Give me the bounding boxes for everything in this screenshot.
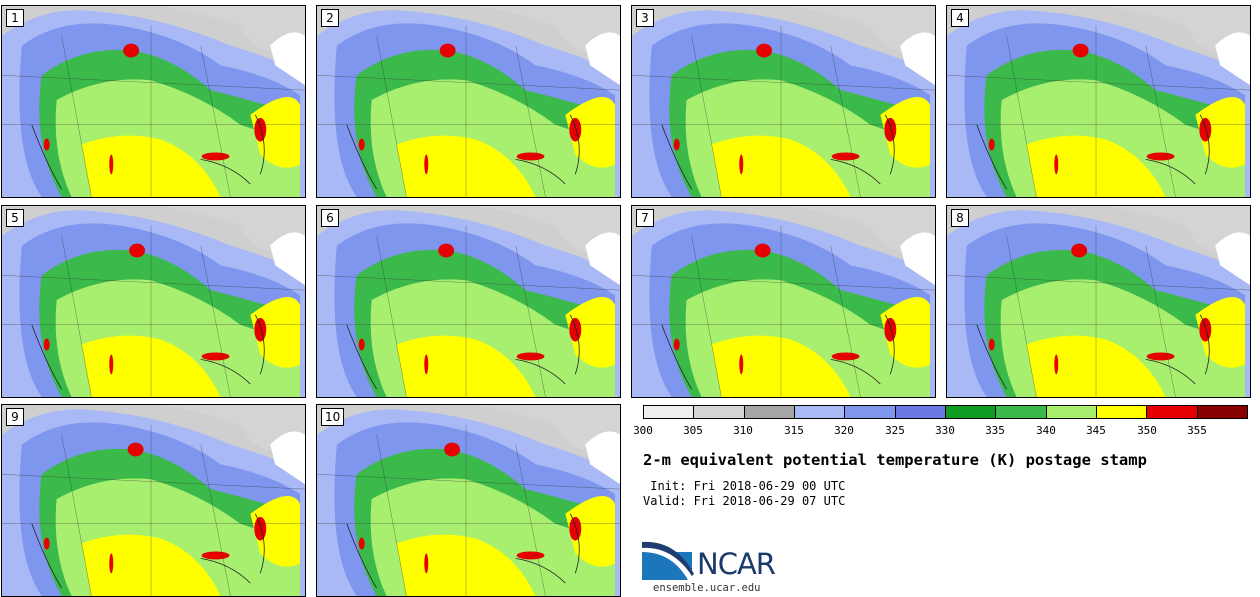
colorbar-segment (694, 406, 745, 418)
postage-stamp-map: 5 (1, 205, 306, 398)
colorbar-tick-label: 335 (985, 424, 1005, 437)
member-number: 1 (6, 9, 24, 27)
colorbar-segment (895, 406, 946, 418)
colorbar-segment (794, 406, 846, 418)
colorbar-segment (1046, 406, 1097, 418)
ncar-logo-icon (642, 541, 694, 580)
init-time: Init: Fri 2018-06-29 00 UTC (643, 479, 846, 493)
postage-stamp-map: 7 (631, 205, 936, 398)
website-url: ensemble.ucar.edu (653, 582, 761, 594)
colorbar-segment (1197, 406, 1247, 418)
colorbar-tick-label: 300 (633, 424, 653, 437)
postage-stamp-map: 1 (1, 5, 306, 198)
colorbar-tick-label: 310 (733, 424, 753, 437)
postage-stamp-map: 4 (946, 5, 1251, 198)
member-number: 3 (636, 9, 654, 27)
ncar-wordmark: NCAR (697, 547, 776, 581)
colorbar-segment (1096, 406, 1148, 418)
colorbar (643, 405, 1248, 419)
postage-stamp-map: 3 (631, 5, 936, 198)
postage-stamp-map: 6 (316, 205, 621, 398)
postage-stamp-map: 2 (316, 5, 621, 198)
plot-title: 2-m equivalent potential temperature (K)… (643, 451, 1147, 469)
postage-stamp-map: 8 (946, 205, 1251, 398)
colorbar-segment (1147, 406, 1198, 418)
colorbar-tick-label: 320 (834, 424, 854, 437)
colorbar-tick-label: 325 (885, 424, 905, 437)
colorbar-tick-label: 330 (935, 424, 955, 437)
member-number: 9 (6, 408, 24, 426)
member-number: 6 (321, 209, 339, 227)
colorbar-tick-label: 340 (1036, 424, 1056, 437)
colorbar-tick-label: 305 (683, 424, 703, 437)
colorbar-segment (744, 406, 795, 418)
member-number: 4 (951, 9, 969, 27)
postage-stamp-map: 10 (316, 404, 621, 597)
colorbar-segment (644, 406, 695, 418)
postage-stamp-map: 9 (1, 404, 306, 597)
colorbar-tick-label: 355 (1187, 424, 1207, 437)
colorbar-segment (996, 406, 1047, 418)
colorbar-tick-label: 315 (784, 424, 804, 437)
colorbar-segment (945, 406, 997, 418)
colorbar-segment (845, 406, 896, 418)
colorbar-tick-label: 345 (1086, 424, 1106, 437)
member-number: 8 (951, 209, 969, 227)
member-number: 5 (6, 209, 24, 227)
colorbar-tick-label: 350 (1137, 424, 1157, 437)
valid-time: Valid: Fri 2018-06-29 07 UTC (643, 494, 846, 508)
member-number: 2 (321, 9, 339, 27)
member-number: 7 (636, 209, 654, 227)
member-number: 10 (321, 408, 345, 426)
